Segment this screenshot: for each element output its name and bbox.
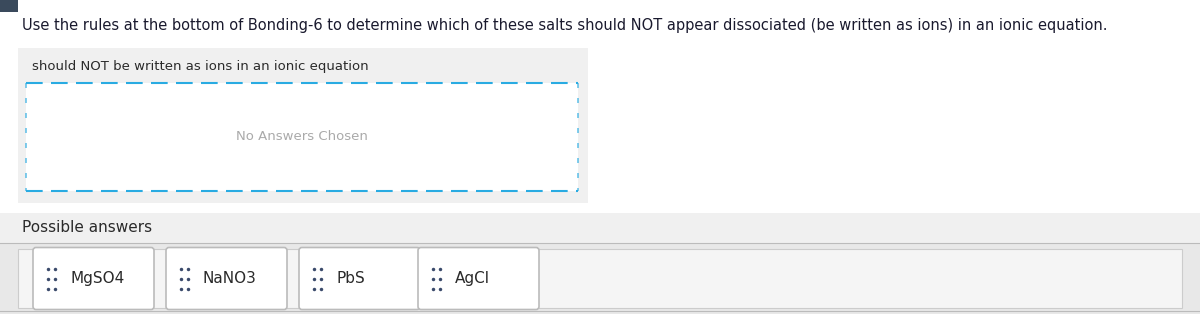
Text: MgSO4: MgSO4 xyxy=(70,271,125,286)
Text: should NOT be written as ions in an ionic equation: should NOT be written as ions in an ioni… xyxy=(32,60,368,73)
FancyBboxPatch shape xyxy=(418,247,539,310)
Text: Use the rules at the bottom of Bonding-6 to determine which of these salts shoul: Use the rules at the bottom of Bonding-6… xyxy=(22,18,1108,33)
FancyBboxPatch shape xyxy=(0,243,1200,314)
FancyBboxPatch shape xyxy=(299,247,420,310)
FancyBboxPatch shape xyxy=(166,247,287,310)
Text: Possible answers: Possible answers xyxy=(22,220,152,235)
FancyBboxPatch shape xyxy=(18,48,588,203)
FancyBboxPatch shape xyxy=(0,0,18,12)
FancyBboxPatch shape xyxy=(18,249,1182,308)
FancyBboxPatch shape xyxy=(26,83,578,191)
Text: AgCl: AgCl xyxy=(455,271,490,286)
FancyBboxPatch shape xyxy=(0,213,1200,243)
Text: PbS: PbS xyxy=(336,271,365,286)
FancyBboxPatch shape xyxy=(34,247,154,310)
Text: NaNO3: NaNO3 xyxy=(203,271,257,286)
Text: No Answers Chosen: No Answers Chosen xyxy=(236,131,368,143)
